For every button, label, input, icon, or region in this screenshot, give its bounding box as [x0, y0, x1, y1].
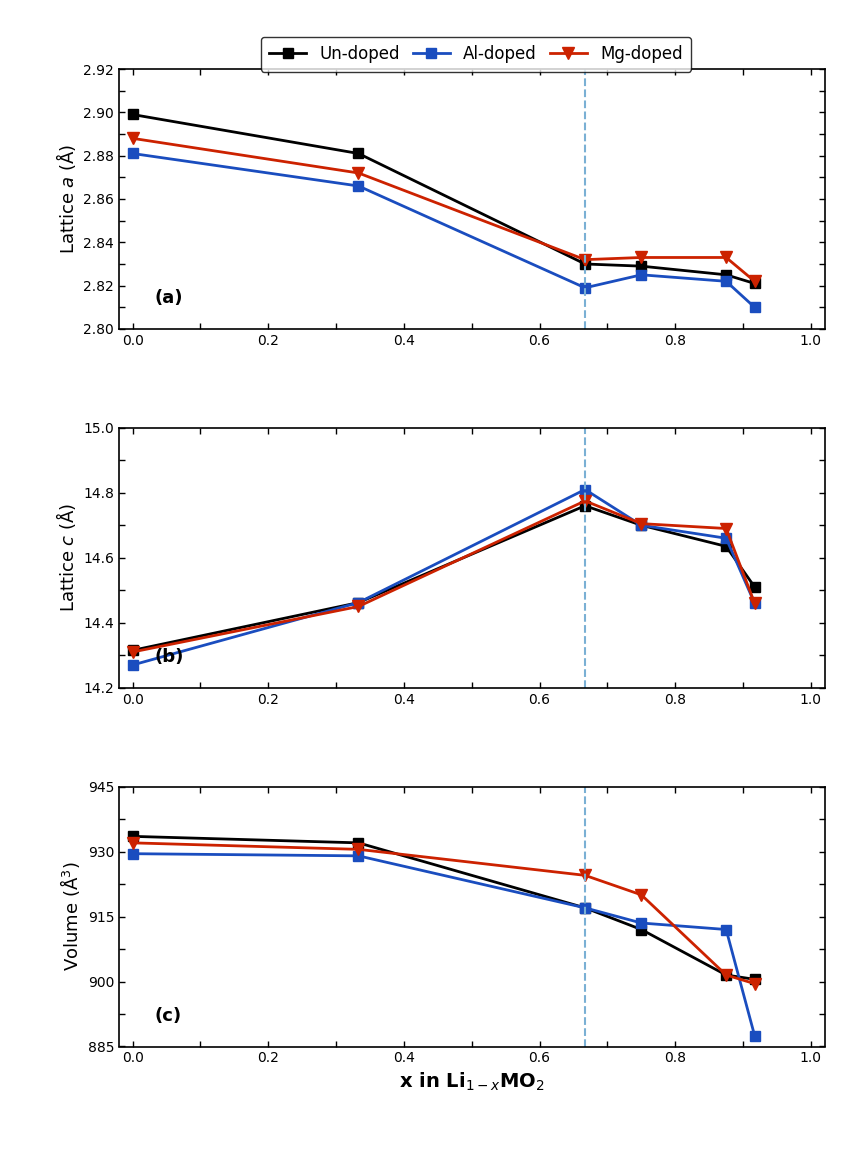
Al-doped [721, 531, 731, 545]
Al-doped [750, 1029, 760, 1043]
Al-doped [128, 146, 138, 160]
Mg-doped [637, 516, 647, 530]
Mg-doped [580, 868, 590, 882]
Mg-doped [354, 843, 364, 857]
Al-doped [750, 597, 760, 611]
Un-doped [750, 277, 760, 291]
Un-doped [637, 259, 647, 273]
Mg-doped [721, 522, 731, 536]
Un-doped [580, 258, 590, 271]
Mg-doped [128, 645, 138, 659]
Line: Un-doped: Un-doped [128, 109, 760, 289]
Un-doped [637, 519, 647, 532]
Line: Al-doped: Al-doped [128, 484, 760, 669]
Al-doped [721, 922, 731, 936]
Mg-doped [354, 166, 364, 179]
Al-doped [580, 900, 590, 914]
Line: Mg-doped: Mg-doped [127, 132, 760, 286]
Al-doped [721, 275, 731, 289]
Text: (b): (b) [155, 647, 184, 666]
Un-doped [354, 146, 364, 160]
Mg-doped [721, 251, 731, 264]
Mg-doped [750, 597, 760, 611]
Al-doped [128, 846, 138, 860]
Al-doped [637, 917, 647, 930]
Mg-doped [128, 836, 138, 850]
Un-doped [580, 900, 590, 914]
Un-doped [750, 973, 760, 987]
Al-doped [580, 281, 590, 294]
Un-doped [128, 644, 138, 658]
Al-doped [354, 849, 364, 862]
Un-doped [721, 268, 731, 282]
Un-doped [580, 499, 590, 513]
Line: Un-doped: Un-doped [128, 831, 760, 984]
Un-doped [750, 580, 760, 593]
Un-doped [637, 922, 647, 936]
Al-doped [637, 519, 647, 532]
Line: Mg-doped: Mg-doped [127, 496, 760, 658]
Un-doped [354, 836, 364, 850]
Mg-doped [128, 131, 138, 145]
Mg-doped [750, 976, 760, 990]
Mg-doped [721, 968, 731, 982]
Mg-doped [354, 599, 364, 613]
Mg-doped [750, 275, 760, 289]
Un-doped [128, 829, 138, 843]
Text: (a): (a) [155, 289, 183, 307]
Un-doped [721, 968, 731, 982]
Line: Al-doped: Al-doped [128, 849, 760, 1041]
Mg-doped [637, 888, 647, 902]
Line: Un-doped: Un-doped [128, 501, 760, 655]
Y-axis label: Lattice $a$ (Å): Lattice $a$ (Å) [54, 144, 77, 254]
Y-axis label: Lattice $c$ (Å): Lattice $c$ (Å) [54, 503, 77, 613]
Mg-doped [580, 253, 590, 267]
Al-doped [128, 658, 138, 672]
Al-doped [354, 596, 364, 610]
X-axis label: x in Li$_{1-x}$MO$_2$: x in Li$_{1-x}$MO$_2$ [399, 1071, 545, 1094]
Al-doped [580, 483, 590, 497]
Al-doped [637, 268, 647, 282]
Al-doped [750, 300, 760, 314]
Un-doped [354, 596, 364, 610]
Mg-doped [637, 251, 647, 264]
Mg-doped [580, 494, 590, 508]
Al-doped [354, 179, 364, 193]
Un-doped [128, 108, 138, 122]
Text: (c): (c) [155, 1006, 181, 1025]
Un-doped [721, 539, 731, 553]
Line: Mg-doped: Mg-doped [127, 837, 760, 989]
Y-axis label: Volume (Å$^3$): Volume (Å$^3$) [58, 861, 82, 972]
Legend: Un-doped, Al-doped, Mg-doped: Un-doped, Al-doped, Mg-doped [261, 37, 691, 71]
Line: Al-doped: Al-doped [128, 148, 760, 312]
